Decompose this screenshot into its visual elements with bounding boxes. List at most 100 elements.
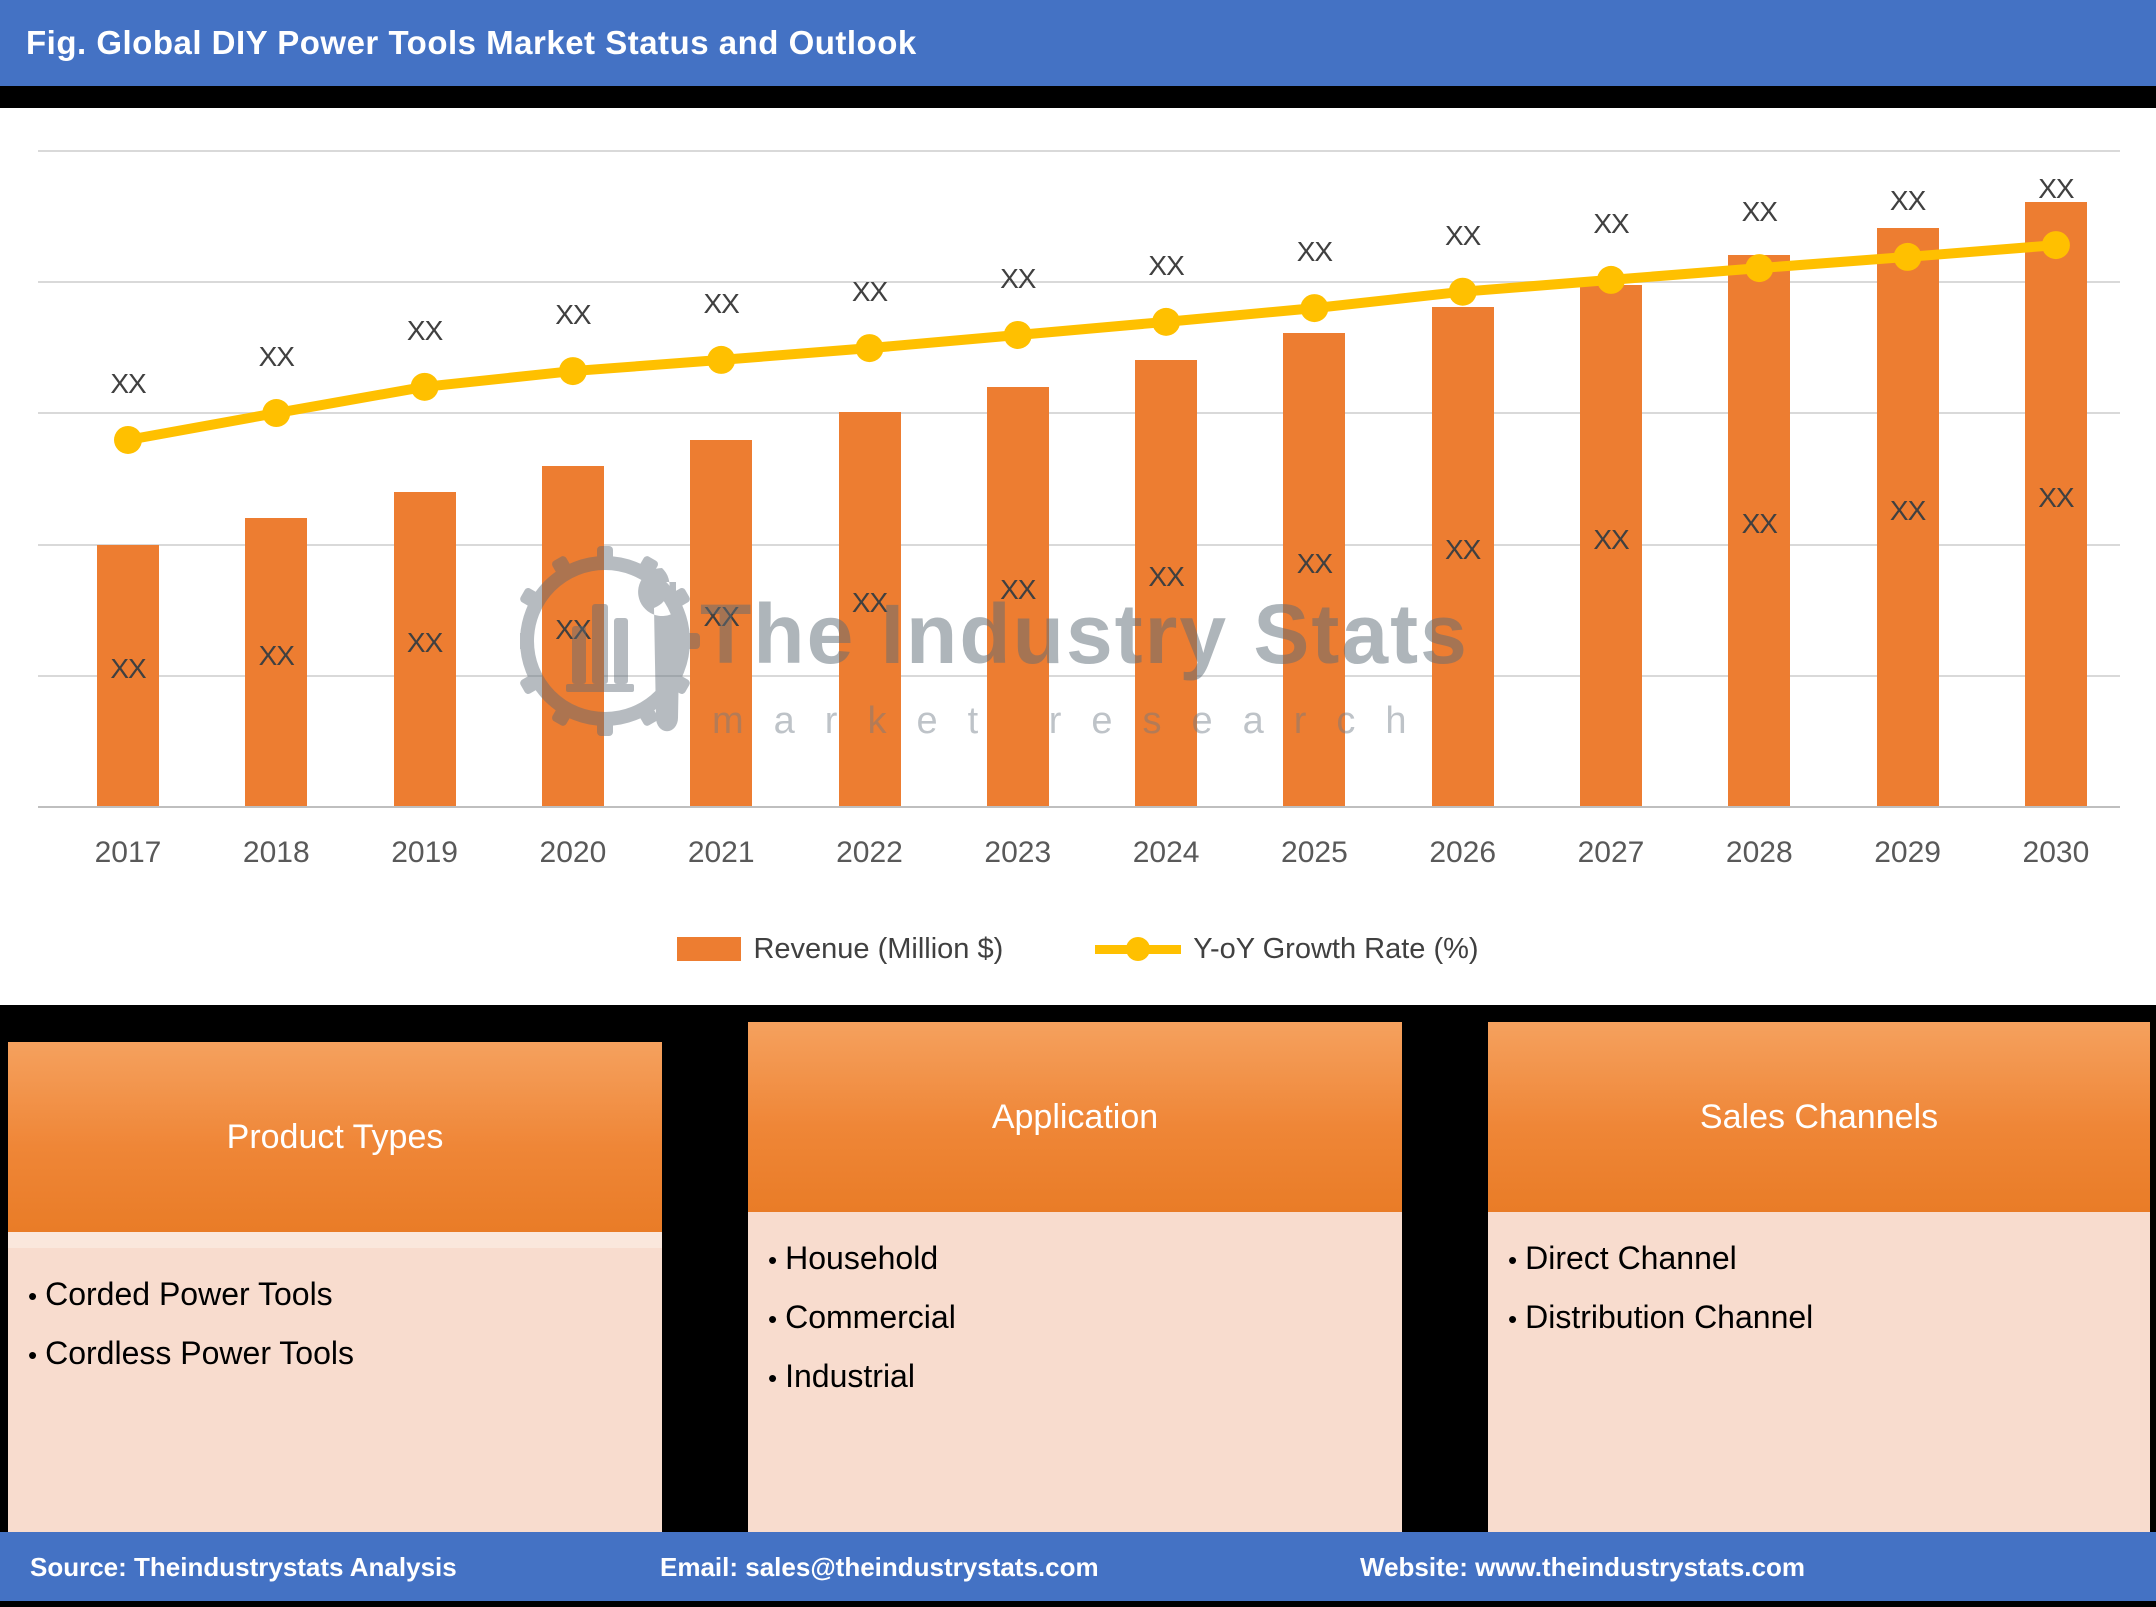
line-value-label-2025: XX [1296, 236, 1333, 268]
bar-2017 [97, 544, 159, 806]
panel-sales-channels: Sales Channels • Direct Channel • Distribut… [1488, 1022, 2150, 1532]
panel-0-item-0: • Corded Power Tools [28, 1276, 333, 1312]
line-marker-2022 [855, 334, 884, 363]
bar-value-label-2030: XX [2038, 481, 2074, 513]
x-tick-2017: 2017 [94, 836, 162, 869]
figure-title: Fig. Global DIY Power Tools Market Statu… [26, 24, 917, 61]
bullet-icon: • [1508, 1245, 1518, 1275]
x-tick-2026: 2026 [1429, 836, 1497, 869]
bar-2019 [393, 491, 456, 806]
bar-value-label-2024: XX [1148, 560, 1184, 592]
footer-website: Website: www.theindustrystats.com [1360, 1552, 1805, 1582]
line-value-label-2021: XX [703, 287, 740, 319]
combo-chart: XX XX XX XX XX XX XX XX XX XX XX XX XX XX XX XX XX XX XX XX… [0, 108, 2156, 1005]
line-value-label-2018: XX [258, 341, 295, 373]
x-tick-2027: 2027 [1577, 836, 1645, 869]
line-marker-2019 [410, 372, 439, 401]
footer-email: Email: sales@theindustrystats.com [660, 1552, 1099, 1582]
line-marker-2021 [707, 345, 736, 374]
bullet-icon: • [28, 1281, 38, 1311]
panel-product-types-header: Product Types [8, 1042, 662, 1232]
panel-0-item-1: • Cordless Power Tools [28, 1335, 354, 1371]
bar-value-label-2022: XX [851, 586, 888, 618]
x-tick-2021: 2021 [687, 836, 755, 869]
line-marker-2025 [1300, 294, 1329, 323]
line-value-label-2028: XX [1741, 196, 1778, 228]
panel-sales-channels-body: • Direct Channel • Distribution Channel [1488, 1212, 2150, 1532]
footer-bar: Source: Theindustrystats Analysis Email:… [0, 1532, 2156, 1607]
bar-2022 [838, 411, 901, 806]
footer-source: Source: Theindustrystats Analysis [30, 1552, 457, 1582]
bar-value-label-2029: XX [1889, 495, 1926, 527]
legend-growth-label: Y-oY Growth Rate (%) [1193, 932, 1479, 965]
line-value-label-2017: XX [110, 367, 146, 399]
bar-value-label-2019: XX [406, 626, 443, 658]
bar-value-label-2023: XX [1000, 574, 1036, 606]
x-tick-2023: 2023 [984, 836, 1052, 869]
x-tick-2030: 2030 [2022, 836, 2090, 869]
x-tick-2024: 2024 [1132, 836, 1200, 869]
line-value-label-2019: XX [406, 314, 443, 346]
legend-item-growth: Y-oY Growth Rate (%) [1095, 932, 1479, 966]
panel-2-item-0: • Direct Channel [1508, 1240, 1737, 1276]
line-marker-2017 [114, 425, 142, 454]
bar-2018 [245, 518, 308, 806]
panel-application: Application • Household • Commercial • Indust… [748, 1022, 1402, 1532]
line-value-label-2022: XX [851, 276, 888, 308]
line-value-label-2029: XX [1889, 184, 1926, 216]
gridline [38, 281, 2120, 284]
x-tick-2020: 2020 [539, 836, 607, 869]
growth-line-series [114, 231, 2070, 454]
line-value-label-2027: XX [1593, 207, 1629, 239]
line-marker-2024 [1152, 307, 1181, 336]
panel-1-item-0: • Household [768, 1240, 939, 1276]
x-tick-2022: 2022 [836, 836, 903, 869]
bar-value-label-2020: XX [555, 614, 591, 646]
bullet-icon: • [768, 1304, 778, 1334]
panel-1-item-2: • Industrial [768, 1358, 915, 1394]
bar-value-label-2026: XX [1445, 534, 1481, 566]
panel-1-item-1: • Commercial [768, 1299, 956, 1335]
x-tick-2019: 2019 [391, 836, 458, 869]
x-tick-2025: 2025 [1281, 836, 1348, 869]
bar-2021 [690, 439, 753, 806]
line-marker-2020 [558, 357, 587, 386]
gridline [38, 543, 2120, 546]
bar-2023 [986, 386, 1049, 806]
panel-application-header: Application [748, 1022, 1402, 1212]
bar-value-label-2028: XX [1741, 508, 1778, 540]
panel-product-types: Product Types • Corded Power Tools • Cordle… [8, 1042, 662, 1532]
bar-value-label-2025: XX [1296, 547, 1333, 579]
panel-2-item-1: • Distribution Channel [1508, 1299, 1814, 1335]
bullet-icon: • [768, 1363, 778, 1393]
bar-value-label-2021: XX [703, 600, 740, 632]
chart-legend: Revenue (Million $) Y-oY Growth Rate (%) [0, 926, 2156, 972]
bullet-icon: • [28, 1340, 38, 1370]
x-tick-2029: 2029 [1874, 836, 1941, 869]
growth-swatch-icon [1095, 937, 1182, 961]
bar-2020 [541, 466, 604, 806]
gridline [38, 674, 2120, 677]
bar-value-label-2017: XX [110, 653, 146, 685]
watermark-title: The Industry Stats [700, 587, 1469, 681]
watermark: The Industry Stats market research [0, 108, 2156, 1005]
revenue-swatch-icon [677, 937, 742, 961]
panel-sales-channels-header: Sales Channels [1488, 1022, 2150, 1212]
bar-value-label-2018: XX [258, 640, 295, 671]
panel-application-body: • Household • Commercial • Industrial [748, 1212, 1402, 1532]
bar-value-label-2027: XX [1593, 523, 1629, 555]
gridline [38, 412, 2120, 415]
line-value-label-2026: XX [1445, 219, 1481, 251]
line-value-label-2020: XX [555, 299, 591, 331]
x-tick-2028: 2028 [1725, 836, 1793, 869]
bullet-icon: • [1508, 1304, 1518, 1334]
legend-revenue-label: Revenue (Million $) [753, 932, 1004, 965]
category-band: Product Types • Corded Power Tools • Cordle… [0, 1005, 2156, 1532]
bullet-icon: • [768, 1245, 778, 1275]
title-bar: Fig. Global DIY Power Tools Market Statu… [0, 0, 2156, 97]
x-tick-2018: 2018 [242, 836, 310, 869]
line-value-label-2024: XX [1148, 249, 1184, 281]
gridline [38, 150, 2120, 152]
panel-product-types-body: • Corded Power Tools • Cordless Power Tools [8, 1232, 662, 1532]
